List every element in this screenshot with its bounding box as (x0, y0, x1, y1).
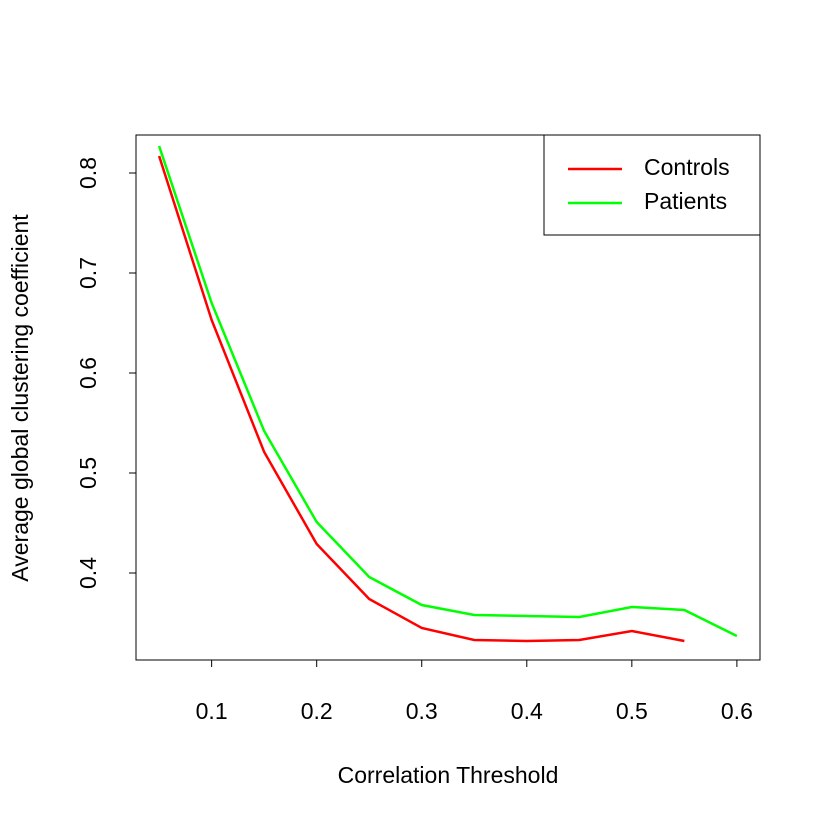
legend-label: Controls (644, 154, 730, 180)
legend-label: Patients (644, 188, 727, 214)
y-tick-label: 0.7 (75, 257, 101, 289)
x-tick-label: 0.3 (406, 698, 438, 724)
y-axis-label: Average global clustering coefficient (7, 214, 33, 582)
x-tick-label: 0.2 (301, 698, 333, 724)
data-line (157, 145, 738, 638)
data-line (157, 155, 685, 643)
x-tick-label: 0.5 (616, 698, 648, 724)
x-tick-label: 0.4 (511, 698, 543, 724)
x-tick-label: 0.1 (196, 698, 228, 724)
legend-box (543, 134, 761, 236)
y-tick-label: 0.6 (75, 357, 101, 389)
x-axis-label: Correlation Threshold (338, 762, 559, 788)
x-tick-label: 0.6 (721, 698, 753, 724)
y-tick-label: 0.5 (75, 457, 101, 489)
y-tick-label: 0.8 (75, 157, 101, 189)
y-tick-label: 0.4 (75, 557, 101, 589)
